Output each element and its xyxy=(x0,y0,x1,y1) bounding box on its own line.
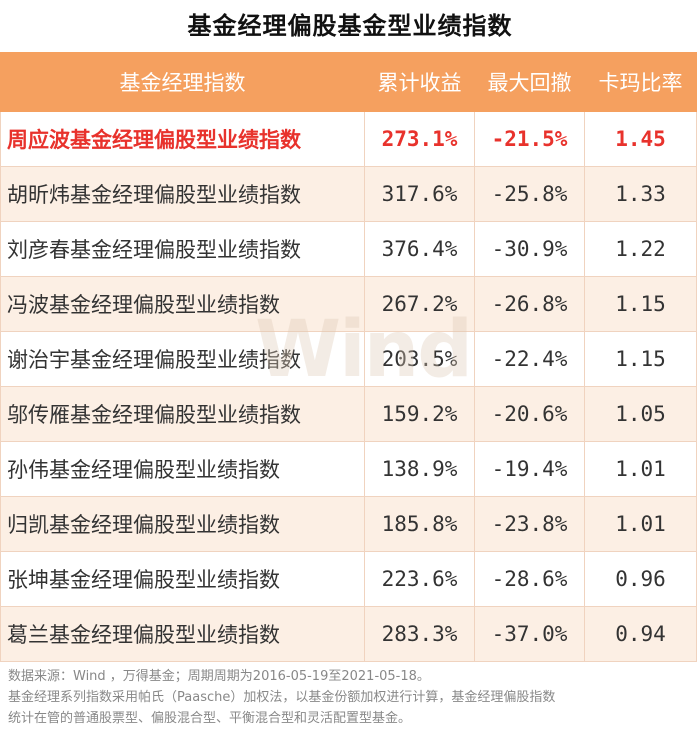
cell-calmar: 1.33 xyxy=(584,166,697,222)
header-cumulative-return: 累计收益 xyxy=(364,52,475,112)
cell-name: 葛兰基金经理偏股型业绩指数 xyxy=(0,606,365,662)
header-max-drawdown: 最大回撤 xyxy=(474,52,585,112)
cell-calmar: 1.22 xyxy=(584,221,697,277)
cell-return: 283.3% xyxy=(364,606,475,662)
cell-calmar: 1.15 xyxy=(584,276,697,332)
table-row: 谢治宇基金经理偏股型业绩指数 203.5% -22.4% 1.15 xyxy=(0,331,697,387)
cell-drawdown: -20.6% xyxy=(474,386,585,442)
cell-return: 273.1% xyxy=(364,111,475,167)
cell-return: 203.5% xyxy=(364,331,475,387)
table-row: 孙伟基金经理偏股型业绩指数 138.9% -19.4% 1.01 xyxy=(0,441,697,497)
cell-calmar: 1.01 xyxy=(584,441,697,497)
footnotes: 数据来源：Wind ，万得基金；周期周期为2016-05-19至2021-05-… xyxy=(8,666,694,729)
header-manager-index: 基金经理指数 xyxy=(0,52,365,112)
cell-calmar: 1.05 xyxy=(584,386,697,442)
cell-name: 邬传雁基金经理偏股型业绩指数 xyxy=(0,386,365,442)
table-row: 冯波基金经理偏股型业绩指数 267.2% -26.8% 1.15 xyxy=(0,276,697,332)
cell-drawdown: -37.0% xyxy=(474,606,585,662)
cell-drawdown: -21.5% xyxy=(474,111,585,167)
cell-return: 317.6% xyxy=(364,166,475,222)
cell-drawdown: -22.4% xyxy=(474,331,585,387)
cell-name: 冯波基金经理偏股型业绩指数 xyxy=(0,276,365,332)
cell-drawdown: -23.8% xyxy=(474,496,585,552)
cell-return: 138.9% xyxy=(364,441,475,497)
cell-return: 185.8% xyxy=(364,496,475,552)
table-row: 周应波基金经理偏股型业绩指数 273.1% -21.5% 1.45 xyxy=(0,111,697,167)
table-row: 葛兰基金经理偏股型业绩指数 283.3% -37.0% 0.94 xyxy=(0,606,697,662)
footnote-method: 基金经理系列指数采用帕氏（Paasche）加权法，以基金份额加权进行计算，基金经… xyxy=(8,690,556,705)
cell-drawdown: -30.9% xyxy=(474,221,585,277)
table-row: 邬传雁基金经理偏股型业绩指数 159.2% -20.6% 1.05 xyxy=(0,386,697,442)
cell-name: 归凯基金经理偏股型业绩指数 xyxy=(0,496,365,552)
table-row: 刘彦春基金经理偏股型业绩指数 376.4% -30.9% 1.22 xyxy=(0,221,697,277)
table-header-row: 基金经理指数 累计收益 最大回撤 卡玛比率 xyxy=(0,52,697,112)
cell-return: 159.2% xyxy=(364,386,475,442)
cell-calmar: 1.45 xyxy=(584,111,697,167)
cell-drawdown: -26.8% xyxy=(474,276,585,332)
cell-name: 孙伟基金经理偏股型业绩指数 xyxy=(0,441,365,497)
table-row: 胡昕炜基金经理偏股型业绩指数 317.6% -25.8% 1.33 xyxy=(0,166,697,222)
cell-calmar: 0.96 xyxy=(584,551,697,607)
header-calmar-ratio: 卡玛比率 xyxy=(584,52,697,112)
cell-calmar: 1.01 xyxy=(584,496,697,552)
cell-drawdown: -25.8% xyxy=(474,166,585,222)
cell-name: 胡昕炜基金经理偏股型业绩指数 xyxy=(0,166,365,222)
cell-return: 267.2% xyxy=(364,276,475,332)
cell-calmar: 0.94 xyxy=(584,606,697,662)
cell-name: 谢治宇基金经理偏股型业绩指数 xyxy=(0,331,365,387)
table-row: 归凯基金经理偏股型业绩指数 185.8% -23.8% 1.01 xyxy=(0,496,697,552)
performance-table: 基金经理指数 累计收益 最大回撤 卡玛比率 周应波基金经理偏股型业绩指数 273… xyxy=(0,52,697,662)
cell-name: 张坤基金经理偏股型业绩指数 xyxy=(0,551,365,607)
table-row: 张坤基金经理偏股型业绩指数 223.6% -28.6% 0.96 xyxy=(0,551,697,607)
footnote-source: 数据来源：Wind ，万得基金；周期周期为2016-05-19至2021-05-… xyxy=(8,669,430,684)
cell-return: 223.6% xyxy=(364,551,475,607)
cell-return: 376.4% xyxy=(364,221,475,277)
cell-calmar: 1.15 xyxy=(584,331,697,387)
footnote-scope: 统计在管的普通股票型、偏股混合型、平衡混合型和灵活配置型基金。 xyxy=(8,711,412,726)
page-title: 基金经理偏股基金型业绩指数 xyxy=(187,12,513,40)
cell-drawdown: -19.4% xyxy=(474,441,585,497)
cell-name: 周应波基金经理偏股型业绩指数 xyxy=(0,111,365,167)
cell-name: 刘彦春基金经理偏股型业绩指数 xyxy=(0,221,365,277)
cell-drawdown: -28.6% xyxy=(474,551,585,607)
